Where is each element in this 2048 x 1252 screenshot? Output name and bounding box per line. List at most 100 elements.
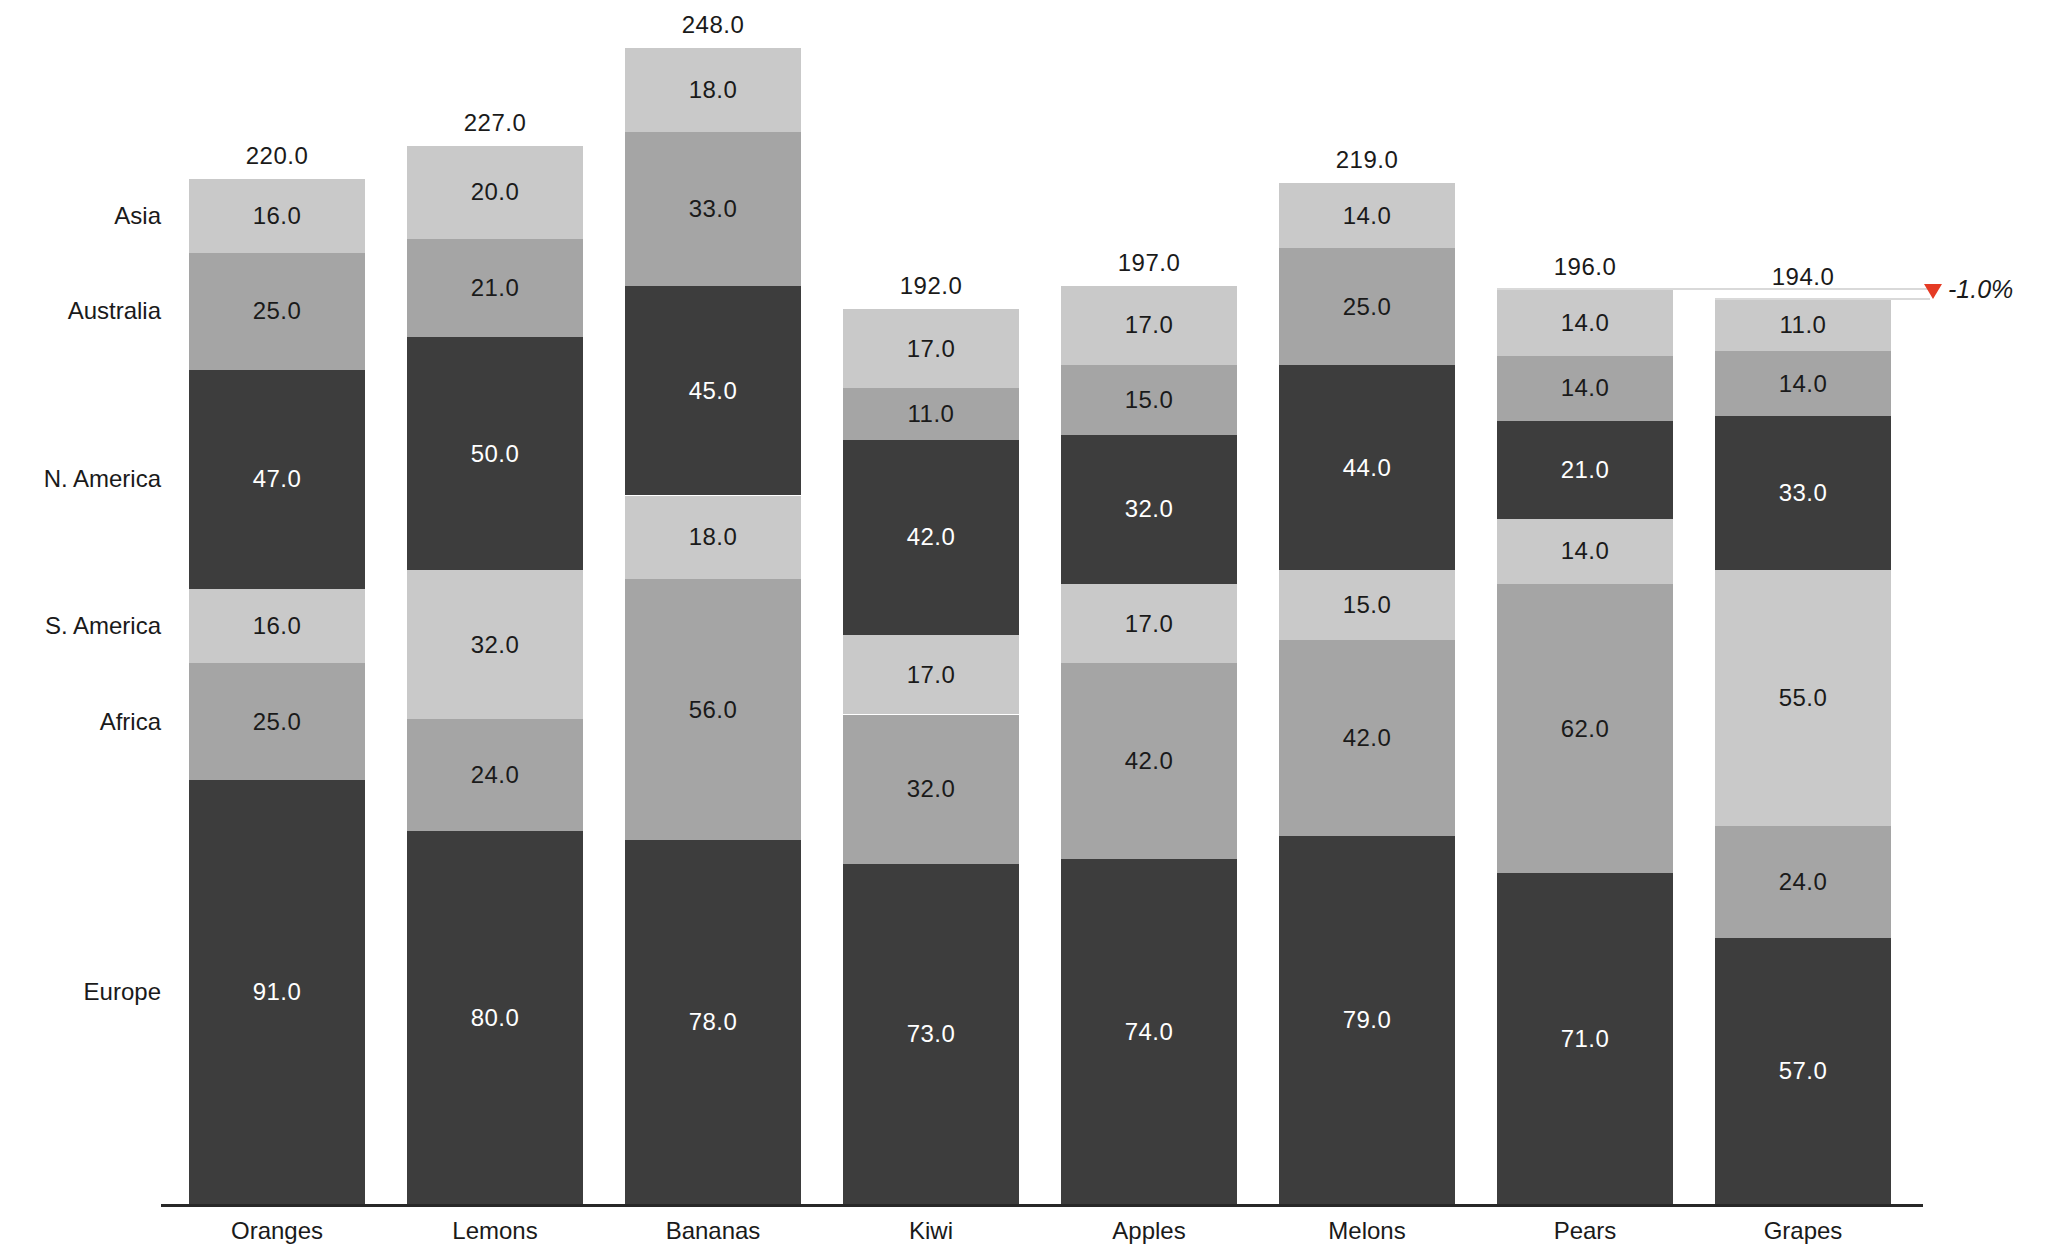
region-label-africa: Africa [0,707,161,737]
segment-value-label: 11.0 [908,400,955,428]
delta-percent-label: -1.0% [1948,274,2013,304]
total-label: 192.0 [821,271,1041,301]
segment-value-label: 17.0 [907,335,956,363]
total-label: 220.0 [167,141,387,171]
segment-europe: 74.0 [1061,859,1237,1204]
segment-value-label: 11.0 [1780,311,1827,339]
segment-asia: 18.0 [625,48,801,132]
segment-n-america: 33.0 [1715,416,1891,570]
segment-australia: 14.0 [1497,356,1673,421]
segment-value-label: 17.0 [1125,610,1174,638]
segment-value-label: 15.0 [1125,386,1174,414]
segment-n-america: 47.0 [189,370,365,589]
region-label-s-america: S. America [0,611,161,641]
segment-europe: 73.0 [843,864,1019,1204]
segment-europe: 71.0 [1497,873,1673,1204]
segment-s-america: 16.0 [189,589,365,664]
segment-value-label: 62.0 [1561,715,1610,743]
region-label-asia: Asia [0,201,161,231]
category-label-bananas: Bananas [603,1216,823,1246]
segment-africa: 32.0 [843,715,1019,864]
segment-australia: 33.0 [625,132,801,286]
segment-asia: 17.0 [843,309,1019,388]
segment-africa: 42.0 [1279,640,1455,836]
segment-value-label: 42.0 [907,523,956,551]
segment-value-label: 25.0 [1343,293,1392,321]
segment-value-label: 14.0 [1561,537,1610,565]
triangle-down-icon [1924,284,1942,299]
segment-europe: 78.0 [625,840,801,1204]
stacked-bar-chart: Asia Australia N. America S. America Africa E… [0,0,2048,1252]
region-label-australia: Australia [0,296,161,326]
segment-value-label: 17.0 [907,661,956,689]
segment-europe: 80.0 [407,831,583,1204]
segment-s-america: 17.0 [1061,584,1237,663]
segment-value-label: 91.0 [253,978,302,1006]
segment-africa: 56.0 [625,579,801,840]
segment-value-label: 32.0 [1125,495,1174,523]
connector-line-from [1497,288,1930,290]
segment-europe: 91.0 [189,780,365,1204]
category-label-kiwi: Kiwi [821,1216,1041,1246]
category-label-grapes: Grapes [1693,1216,1913,1246]
segment-value-label: 32.0 [907,775,956,803]
segment-value-label: 73.0 [907,1020,956,1048]
segment-value-label: 42.0 [1125,747,1174,775]
segment-australia: 21.0 [407,239,583,337]
segment-asia: 14.0 [1497,290,1673,355]
total-label: 227.0 [385,108,605,138]
segment-value-label: 33.0 [689,195,738,223]
segment-value-label: 55.0 [1779,684,1828,712]
segment-value-label: 32.0 [471,631,520,659]
segment-australia: 25.0 [1279,248,1455,365]
segment-value-label: 16.0 [253,202,302,230]
category-label-melons: Melons [1257,1216,1477,1246]
segment-value-label: 14.0 [1561,374,1610,402]
segment-value-label: 78.0 [689,1008,738,1036]
segment-value-label: 33.0 [1779,479,1828,507]
segment-value-label: 18.0 [689,76,738,104]
segment-value-label: 71.0 [1561,1025,1610,1053]
segment-value-label: 57.0 [1779,1057,1828,1085]
segment-africa: 24.0 [407,719,583,831]
segment-value-label: 21.0 [471,274,520,302]
segment-australia: 14.0 [1715,351,1891,416]
segment-value-label: 24.0 [471,761,520,789]
segment-value-label: 18.0 [689,523,738,551]
segment-value-label: 15.0 [1343,591,1392,619]
segment-s-america: 14.0 [1497,519,1673,584]
segment-value-label: 16.0 [253,612,302,640]
segment-value-label: 25.0 [253,708,302,736]
segment-europe: 79.0 [1279,836,1455,1204]
segment-value-label: 14.0 [1343,202,1392,230]
category-label-lemons: Lemons [385,1216,605,1246]
segment-n-america: 50.0 [407,337,583,570]
segment-value-label: 79.0 [1343,1006,1392,1034]
total-label: 248.0 [603,10,823,40]
category-label-pears: Pears [1475,1216,1695,1246]
segment-europe: 57.0 [1715,938,1891,1204]
segment-asia: 11.0 [1715,300,1891,351]
segment-n-america: 42.0 [843,440,1019,636]
segment-value-label: 45.0 [689,377,738,405]
segment-australia: 11.0 [843,388,1019,439]
segment-value-label: 47.0 [253,465,302,493]
segment-value-label: 14.0 [1779,370,1828,398]
segment-value-label: 14.0 [1561,309,1610,337]
total-label: 219.0 [1257,145,1477,175]
segment-value-label: 24.0 [1779,868,1828,896]
segment-n-america: 32.0 [1061,435,1237,584]
total-label: 194.0 [1693,262,1913,292]
segment-australia: 15.0 [1061,365,1237,435]
segment-value-label: 17.0 [1125,311,1174,339]
region-label-n-america: N. America [0,464,161,494]
segment-value-label: 20.0 [471,178,520,206]
region-label-europe: Europe [0,977,161,1007]
segment-asia: 16.0 [189,179,365,254]
segment-s-america: 55.0 [1715,570,1891,826]
segment-s-america: 32.0 [407,570,583,719]
segment-value-label: 50.0 [471,440,520,468]
segment-value-label: 25.0 [253,297,302,325]
segment-n-america: 44.0 [1279,365,1455,570]
segment-s-america: 15.0 [1279,570,1455,640]
